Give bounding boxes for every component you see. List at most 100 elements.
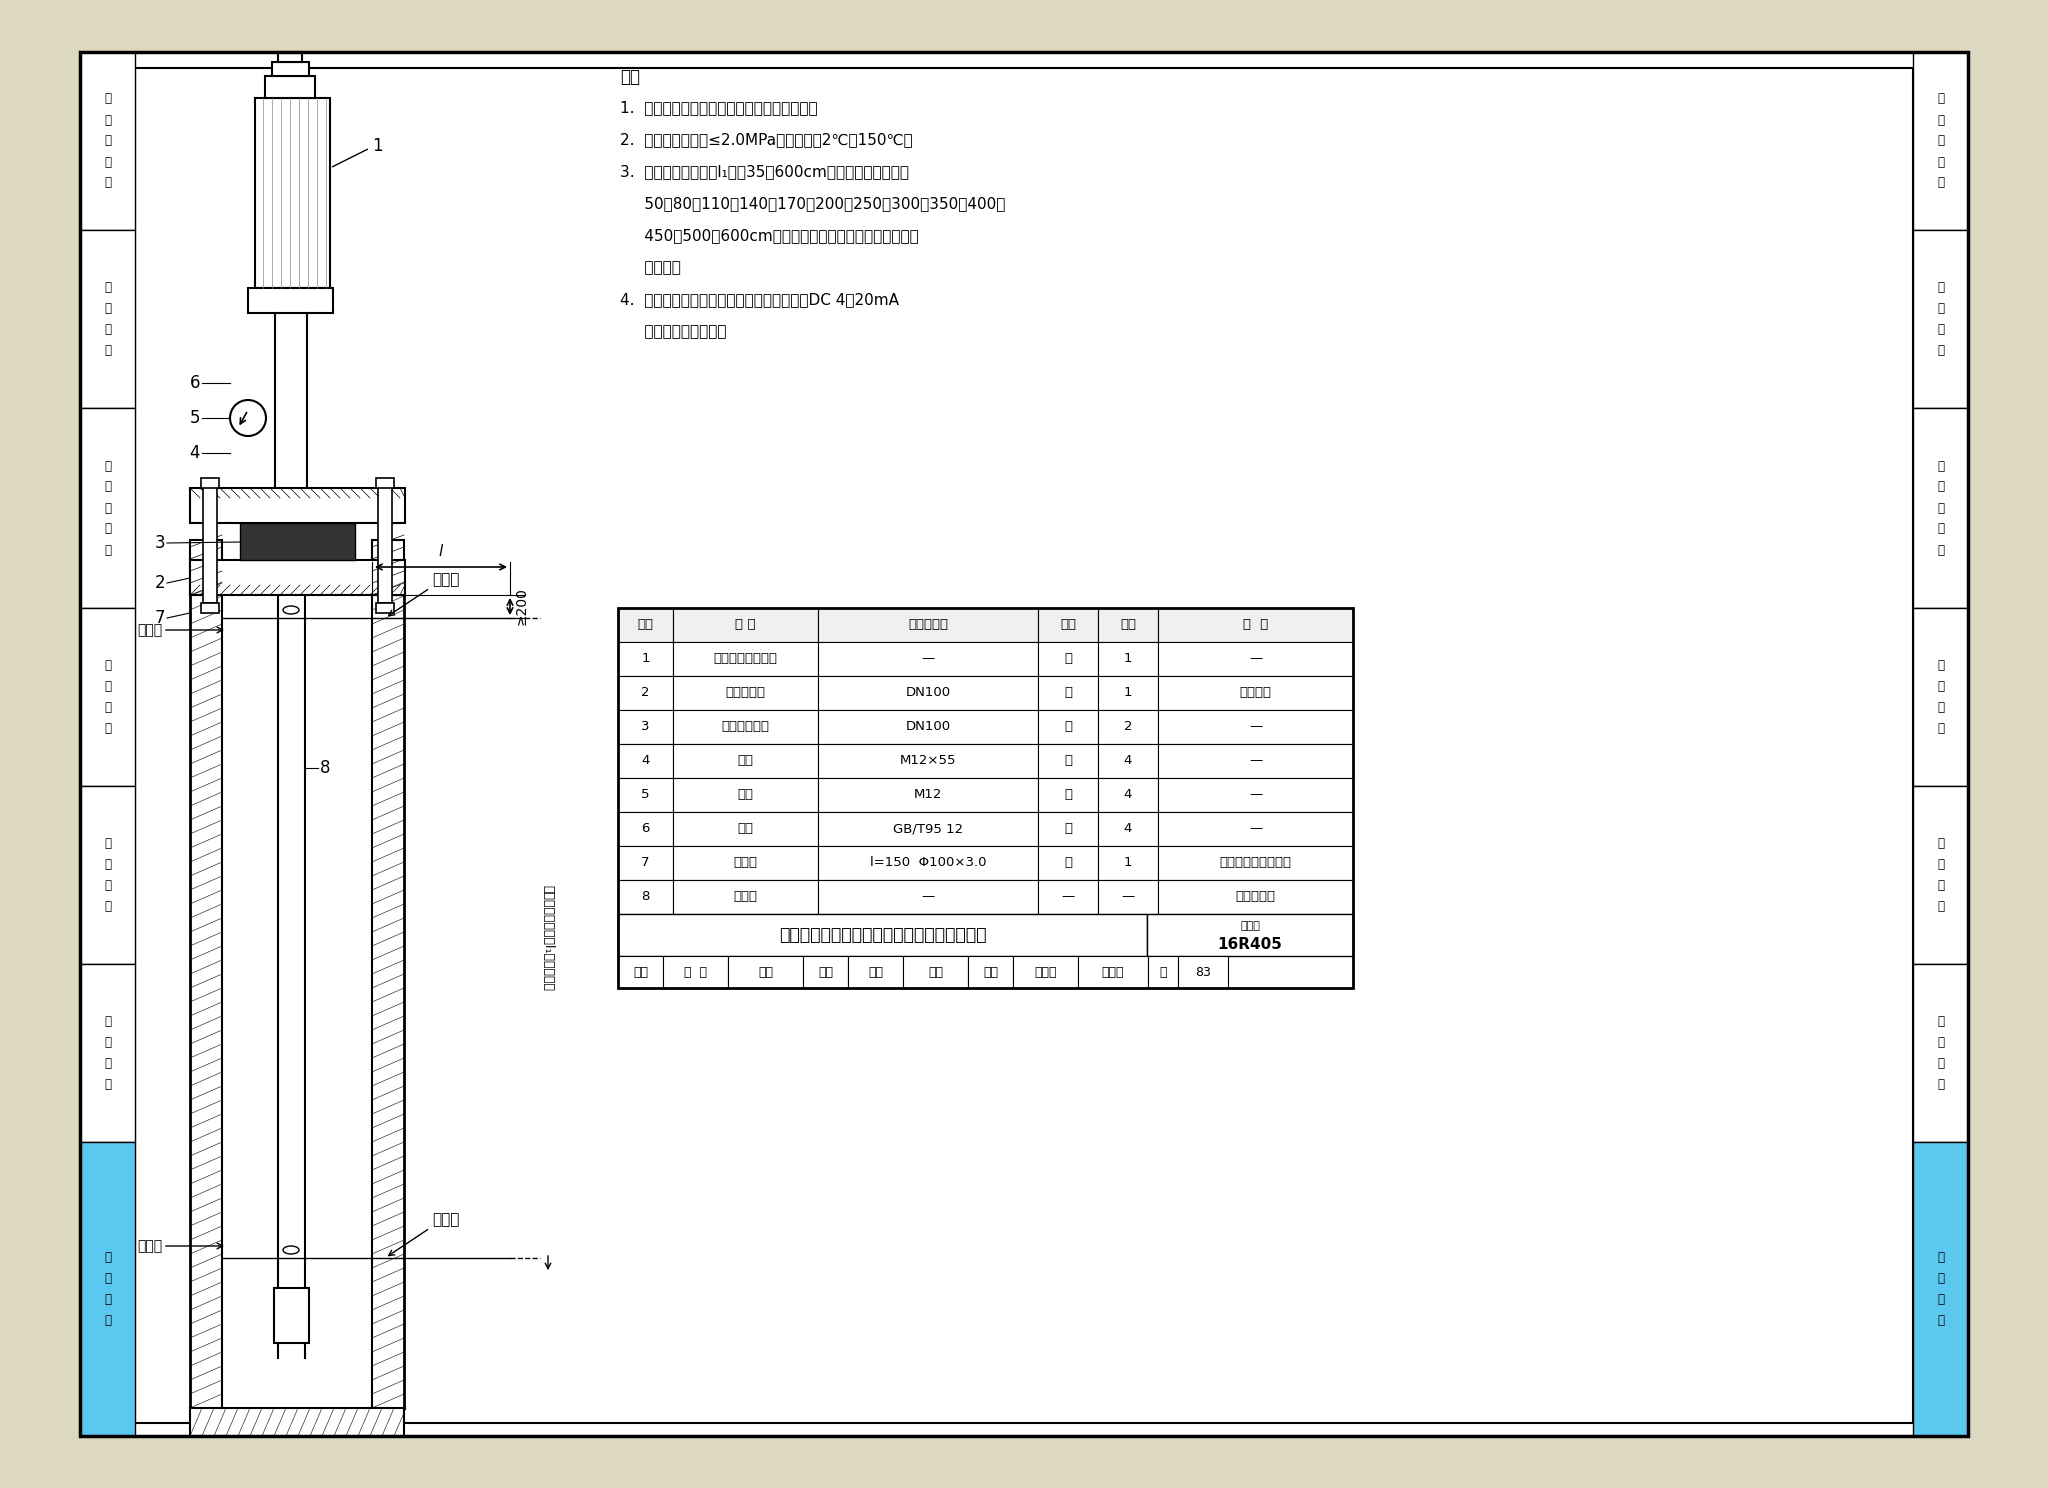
Text: 流
量
仪
表: 流 量 仪 表 [1937,281,1944,357]
Bar [674,710,817,744]
Text: 型号及规格: 型号及规格 [907,619,948,631]
Text: 湿
度
仪
表: 湿 度 仪 表 [104,1015,111,1091]
Text: 450、500、600cm。用户可根据实际需要确定液位计的: 450、500、600cm。用户可根据实际需要确定液位计的 [621,228,920,243]
Bar [618,609,1354,988]
Bar [1038,847,1098,879]
Bar [1157,744,1354,778]
Text: 龙娟: 龙娟 [758,966,772,979]
Text: 容器自带: 容器自带 [1239,686,1272,699]
Text: —: — [922,653,934,665]
Text: 温
度
仪
表: 温 度 仪 表 [104,659,111,735]
Text: —: — [1249,720,1262,734]
Text: 5: 5 [641,789,649,802]
Bar [1913,786,1968,964]
Text: 垫圈: 垫圈 [737,823,754,835]
Text: 液位计安装距离（l₁）图集编制: 液位计安装距离（l₁）图集编制 [541,885,555,991]
Bar [1913,609,1968,786]
Text: 图集号: 图集号 [1239,921,1260,931]
Bar [674,778,817,812]
Bar [817,879,1038,914]
Text: 校对: 校对 [817,966,834,979]
Text: 热
冷
量
仪
表: 热 冷 量 仪 表 [104,460,111,557]
Text: 向宏: 向宏 [868,966,883,979]
Text: 8: 8 [641,890,649,903]
Bar [618,609,674,641]
Text: 序号: 序号 [637,619,653,631]
Text: 接口钢法兰: 接口钢法兰 [725,686,766,699]
Bar [618,812,674,847]
Text: —: — [922,890,934,903]
Text: l=150  Φ100×3.0: l=150 Φ100×3.0 [870,857,987,869]
Text: 个: 个 [1065,823,1071,835]
Bar [1098,676,1157,710]
Text: 4: 4 [1124,789,1133,802]
Text: M12×55: M12×55 [899,754,956,768]
Text: 顶装磁翻板液位计: 顶装磁翻板液位计 [713,653,778,665]
Text: 4: 4 [190,443,201,461]
Text: 磁翻板液位计（有套管）容器顶部法兰安装图: 磁翻板液位计（有套管）容器顶部法兰安装图 [778,926,987,943]
Text: —: — [1249,754,1262,768]
Bar [135,68,1913,1423]
Bar [803,955,848,988]
Text: 数量: 数量 [1120,619,1137,631]
Text: DN100: DN100 [905,720,950,734]
Bar [1147,914,1354,955]
Text: 液位计自带: 液位计自带 [1235,890,1276,903]
Bar [1157,812,1354,847]
Bar [674,812,817,847]
Text: 龙  娟: 龙 娟 [684,966,707,979]
Bar [727,955,803,988]
Text: 备  注: 备 注 [1243,619,1268,631]
Bar [201,603,219,613]
Bar [1098,744,1157,778]
Text: 热
冷
量
仪
表: 热 冷 量 仪 表 [1937,460,1944,557]
Text: 2: 2 [154,574,166,592]
Bar [272,62,309,76]
Bar [817,609,1038,641]
Bar [618,914,1147,955]
Bar [1913,52,1968,231]
Text: 压
力
仪
表: 压 力 仪 表 [104,836,111,914]
Bar [240,522,354,559]
Bar [1098,710,1157,744]
Text: 流通孔: 流通孔 [137,623,162,637]
Text: 中心距。: 中心距。 [621,260,680,275]
Bar [1178,955,1229,988]
Bar [80,609,135,786]
Text: 编
制
总
说
明: 编 制 总 说 明 [104,92,111,189]
Text: 套: 套 [1065,653,1071,665]
Bar [379,481,391,603]
Bar [817,847,1038,879]
Bar [1157,847,1354,879]
Bar [1098,812,1157,847]
Bar [1077,955,1149,988]
Text: 页: 页 [1159,966,1167,979]
Text: 个: 个 [1065,720,1071,734]
Bar [618,847,674,879]
Bar [1913,231,1968,408]
Text: 3: 3 [641,720,649,734]
Bar [256,98,330,289]
Text: 名 称: 名 称 [735,619,756,631]
Bar [201,478,219,488]
Bar [1038,676,1098,710]
Text: —: — [1249,789,1262,802]
Bar [1098,641,1157,676]
Bar [1157,676,1354,710]
Bar [817,812,1038,847]
Text: 螺母: 螺母 [737,789,754,802]
Bar [1098,609,1157,641]
Bar [1038,710,1098,744]
Text: 个: 个 [1065,857,1071,869]
Text: 2: 2 [1124,720,1133,734]
Bar [1098,847,1157,879]
Text: 个: 个 [1065,754,1071,768]
Text: 满液位: 满液位 [432,573,459,588]
Text: —: — [1061,890,1075,903]
Bar [674,879,817,914]
Text: 管接座: 管接座 [733,857,758,869]
Bar [1157,710,1354,744]
Text: 设计: 设计 [983,966,997,979]
Text: l: l [438,545,442,559]
Bar [848,955,903,988]
